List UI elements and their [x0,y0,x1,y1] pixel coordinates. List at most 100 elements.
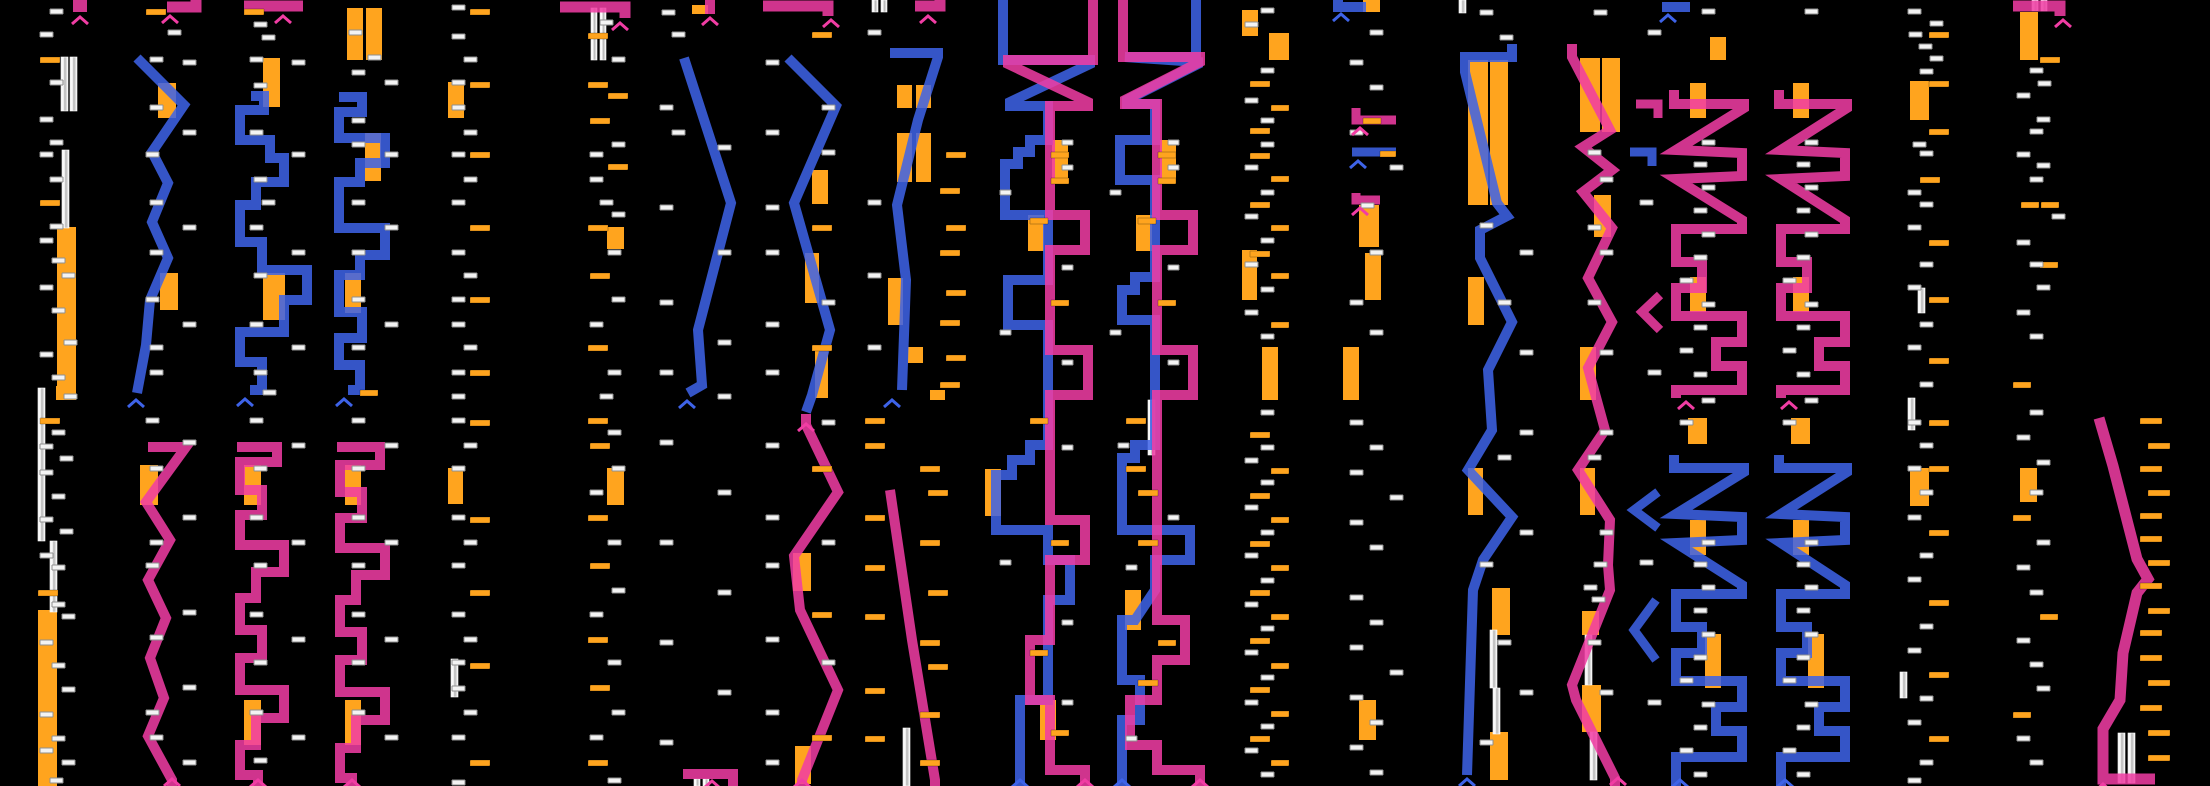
laser-start-arrow-icon [1332,12,1350,23]
bt-chip-note [1349,744,1364,751]
laser-start-arrow-icon [1671,778,1689,786]
bt-chip-note [765,204,780,211]
bt-chip-note [39,284,54,291]
bt-chip-note [39,516,54,523]
laser-pink [885,489,940,786]
fx-chip-note [2139,582,2163,590]
bt-chip-note [451,199,466,206]
bt-chip-note [2029,661,2044,668]
bt-chip-note [1796,371,1811,378]
bt-chip-note [1796,324,1811,331]
bt-chip-note [451,393,466,400]
laser-pink [1351,108,1396,125]
laser-blue [334,92,390,395]
white-long-note [1917,287,1926,314]
laser-start-arrow-icon [1659,13,1677,24]
bt-chip-note [1929,55,1944,62]
bt-chip-note [765,321,780,328]
bt-chip-note [1369,544,1384,551]
laser-blue [679,56,737,398]
bt-chip-note [867,199,882,206]
bt-chip-note [1260,444,1275,451]
bt-chip-note [765,759,780,766]
bt-chip-note [249,56,264,63]
fx-chip-note [587,514,609,522]
fx-long-note [1343,386,1359,400]
bt-chip-note [182,439,197,446]
laser-start-arrow-icon [1677,400,1695,411]
bt-chip-note [249,321,264,328]
laser-pink [1635,291,1664,334]
bt-chip-note [867,29,882,36]
fx-long-note [607,227,624,249]
bt-chip-note [1260,409,1275,416]
bt-chip-note [765,636,780,643]
bt-chip-note [821,149,836,156]
laser-start-arrow-icon [1780,400,1798,411]
fx-chip-note [1157,151,1177,159]
bt-chip-note [1260,529,1275,536]
bt-chip-note [1369,769,1384,776]
bt-chip-note [49,777,64,784]
fx-chip-note [243,8,265,16]
bt-chip-note [589,321,604,328]
laser-start-arrow-icon [236,397,254,408]
fx-chip-note [1249,431,1271,439]
laser-pink [788,414,844,786]
bt-chip-note [149,539,164,546]
fx-long-note [57,227,76,400]
bt-chip-note [451,465,466,472]
bt-chip-note [463,539,478,546]
fx-chip-note [864,564,886,572]
fx-chip-note [1270,710,1290,718]
fx-chip-note [1249,686,1271,694]
bt-chip-note [2016,309,2031,316]
bt-chip-note [463,129,478,136]
fx-long-note [1492,588,1510,635]
bt-chip-note [39,711,54,718]
bt-chip-note [611,465,626,472]
fx-long-note [916,133,931,182]
bt-chip-note [51,735,66,742]
bt-chip-note [1796,771,1811,778]
bt-chip-note [463,272,478,279]
bt-chip-note [1587,454,1602,461]
bt-chip-note [1260,286,1275,293]
bt-chip-note [63,339,78,346]
fx-long-note [1468,277,1484,325]
fx-long-note [692,5,708,14]
bt-chip-note [1260,141,1275,148]
bt-chip-note [1349,644,1364,651]
bt-chip-note [1679,419,1694,426]
bt-chip-note [599,393,614,400]
bt-chip-note [1479,561,1494,568]
bt-chip-note [1647,29,1662,36]
bt-chip-note [261,199,276,206]
bt-chip-note [145,296,160,303]
bt-chip-note [589,176,604,183]
laser-start-arrow-icon [822,18,840,29]
bt-chip-note [451,104,466,111]
bt-chip-note [2016,434,2031,441]
fx-chip-note [589,562,611,570]
fx-chip-note [864,687,886,695]
bt-chip-note [659,739,674,746]
bt-chip-note [1804,701,1819,708]
bt-chip-note [1693,371,1708,378]
bt-chip-note [611,296,626,303]
bt-chip-note [599,199,614,206]
laser-start-arrow-icon [161,14,179,25]
bt-chip-note [1499,34,1514,41]
bt-chip-note [1360,202,1375,209]
fx-chip-note [1928,599,1950,607]
bt-chip-note [2029,128,2044,135]
bt-chip-note [607,659,622,666]
laser-pink [1566,44,1621,786]
fx-chip-note [1928,671,1950,679]
bt-chip-note [39,443,54,450]
bt-chip-note [1244,97,1259,104]
fx-chip-note [864,442,886,450]
fx-chip-note [1137,217,1157,225]
bt-chip-note [2029,759,2044,766]
bt-chip-note [1701,8,1716,15]
